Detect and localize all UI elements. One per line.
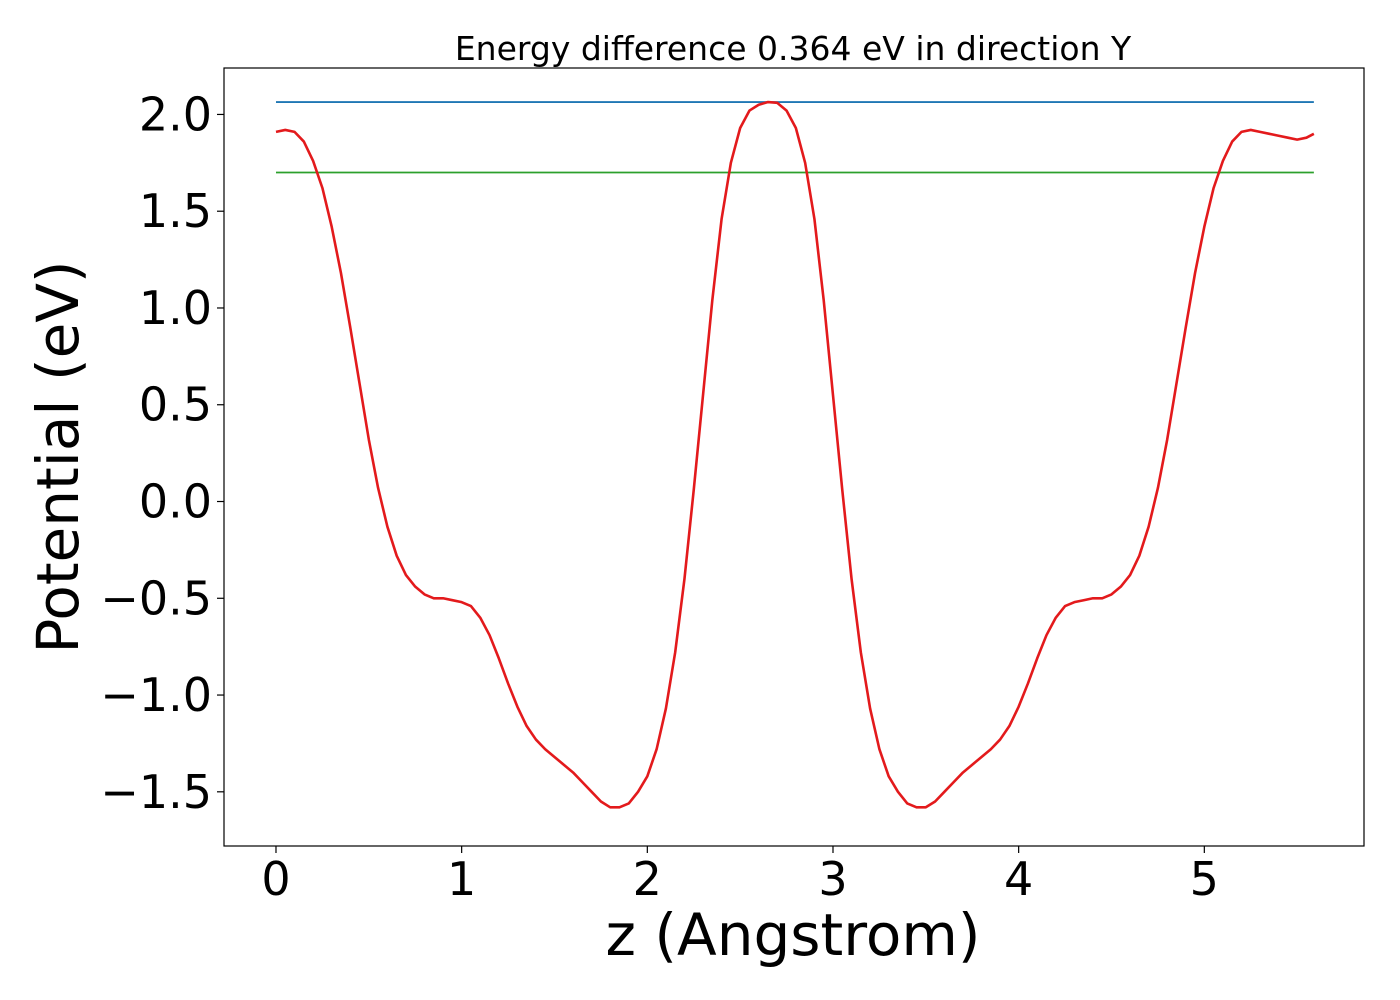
y-tick-label: 1.0 <box>139 281 212 335</box>
plot-frame <box>223 67 1365 847</box>
x-tick-label: 0 <box>261 852 290 906</box>
y-tick-label: −0.5 <box>100 571 212 625</box>
chart-title: Energy difference 0.364 eV in direction … <box>455 29 1132 68</box>
x-axis-title: z (Angstrom) <box>606 901 981 969</box>
y-tick-label: −1.5 <box>100 765 212 819</box>
x-tick-label: 4 <box>1004 852 1033 906</box>
x-tick-label: 5 <box>1190 852 1219 906</box>
series-line-3 <box>275 100 1315 809</box>
x-axis: 0 1 2 3 4 5 <box>261 846 1219 906</box>
y-tick-label: 0.5 <box>139 378 212 432</box>
y-axis: −1.5 −1.0 −0.5 0.0 0.5 1.0 1.5 2.0 <box>100 87 224 819</box>
y-tick-label: 1.5 <box>139 184 212 238</box>
y-tick-label: 2.0 <box>139 87 212 141</box>
y-axis-title: Potential (eV) <box>24 260 92 653</box>
y-tick-label: −1.0 <box>100 668 212 722</box>
plot-lines <box>275 100 1315 809</box>
x-tick-label: 3 <box>818 852 847 906</box>
x-tick-label: 2 <box>633 852 662 906</box>
x-tick-label: 1 <box>447 852 476 906</box>
y-tick-label: 0.0 <box>139 475 212 529</box>
